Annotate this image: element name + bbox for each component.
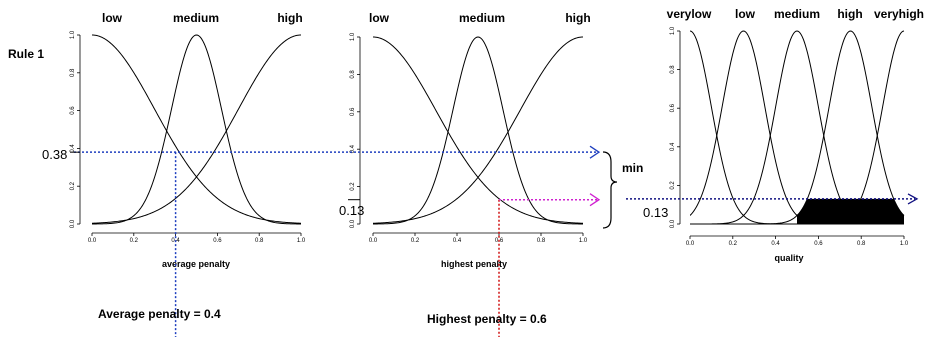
y-tick-label: 1.0 — [70, 30, 76, 39]
output-clip-readout: 0.13 — [643, 205, 668, 220]
x-tick-label: 0.2 — [130, 238, 139, 244]
x-axis-label: average penalty — [162, 259, 230, 269]
clipped-output-area — [797, 198, 904, 224]
x-tick-label: 0.0 — [88, 238, 97, 244]
membership-curve-high — [690, 30, 905, 225]
term-label-medium: medium — [774, 7, 820, 21]
average-penalty-note: Average penalty = 0.4 — [98, 307, 221, 321]
y-tick-label: 0.8 — [70, 68, 76, 77]
membership-curve-medium — [92, 34, 301, 225]
min-label: min — [622, 161, 643, 175]
membership-curve-low — [92, 34, 301, 224]
x-tick-label: 1.0 — [297, 238, 306, 244]
y-tick-label: 0.6 — [350, 107, 356, 116]
term-label-medium: medium — [173, 11, 219, 25]
y-tick-label: 0.0 — [670, 219, 676, 228]
output-arrowhead — [907, 193, 919, 205]
y-tick-label: 0.2 — [70, 181, 76, 190]
term-label-low: low — [369, 11, 390, 25]
quality-panel: 0.0 0.2 0.4 0.6 0.8 1.0 0.0 0.2 0.4 0.6 0.8 1.0 qual… — [667, 7, 924, 263]
y-tick-label: 0.2 — [350, 182, 356, 191]
y-tick-label: 0.2 — [670, 181, 676, 190]
y-tick-label: 0.0 — [350, 219, 356, 228]
x-axis-label: quality — [774, 253, 803, 263]
highest-arrowhead — [589, 193, 601, 207]
term-label-high: high — [277, 11, 302, 25]
highest-membership-readout: 0.13 — [339, 203, 364, 218]
membership-curve-low — [373, 36, 583, 224]
x-tick-label: 0.8 — [537, 238, 546, 244]
highest-penalty-note: Highest penalty = 0.6 — [427, 312, 547, 326]
rule-label: Rule 1 — [8, 47, 44, 61]
x-tick-label: 0.2 — [729, 241, 738, 247]
min-brace — [602, 151, 618, 229]
average-arrowhead — [589, 145, 601, 159]
x-tick-label: 0.2 — [411, 238, 420, 244]
x-tick-label: 1.0 — [579, 238, 588, 244]
average-membership-readout: 0.38 — [42, 147, 67, 162]
x-tick-label: 0.4 — [453, 238, 462, 244]
x-tick-label: 0.6 — [814, 241, 823, 247]
y-tick-label: 0.4 — [670, 142, 676, 151]
y-tick-label: 0.4 — [350, 144, 356, 153]
x-tick-label: 0.0 — [369, 238, 378, 244]
x-axis-label: highest penalty — [441, 259, 507, 269]
membership-curve-verylow — [690, 30, 904, 225]
y-tick-label: 1.0 — [350, 32, 356, 41]
membership-curve-medium — [373, 36, 583, 225]
x-tick-label: 0.6 — [213, 238, 222, 244]
y-tick-label: 0.6 — [670, 103, 676, 112]
average-penalty-panel: 0.00.20.40.60.81.00.00.20.40.60.81.0aver… — [70, 11, 306, 269]
x-tick-label: 0.0 — [686, 241, 695, 247]
guide-lines — [70, 145, 919, 337]
membership-curve-medium — [690, 30, 904, 225]
x-tick-label: 0.8 — [255, 238, 264, 244]
term-label-high: high — [565, 11, 590, 25]
membership-curve-veryhigh — [690, 30, 905, 225]
term-label-medium: medium — [459, 11, 505, 25]
membership-curve-high — [373, 36, 583, 224]
y-tick-label: 0.8 — [670, 65, 676, 74]
term-label-low: low — [735, 7, 756, 21]
y-tick-label: 0.8 — [350, 70, 356, 79]
y-tick-label: 0.6 — [70, 106, 76, 115]
highest-penalty-panel: 0.00.20.40.60.81.00.00.20.40.60.81.0high… — [350, 11, 591, 269]
x-tick-label: 0.8 — [857, 241, 866, 247]
x-tick-label: 1.0 — [900, 241, 909, 247]
term-label-veryhigh: veryhigh — [874, 7, 924, 21]
x-tick-label: 0.4 — [771, 241, 780, 247]
membership-curve-low — [690, 30, 904, 225]
y-tick-label: 0.0 — [70, 219, 76, 228]
term-label-low: low — [102, 11, 123, 25]
y-tick-label: 0.4 — [70, 144, 76, 153]
y-tick-label: 1.0 — [670, 26, 676, 35]
term-label-high: high — [837, 7, 862, 21]
term-label-verylow: verylow — [667, 7, 712, 21]
membership-curve-high — [92, 34, 301, 224]
